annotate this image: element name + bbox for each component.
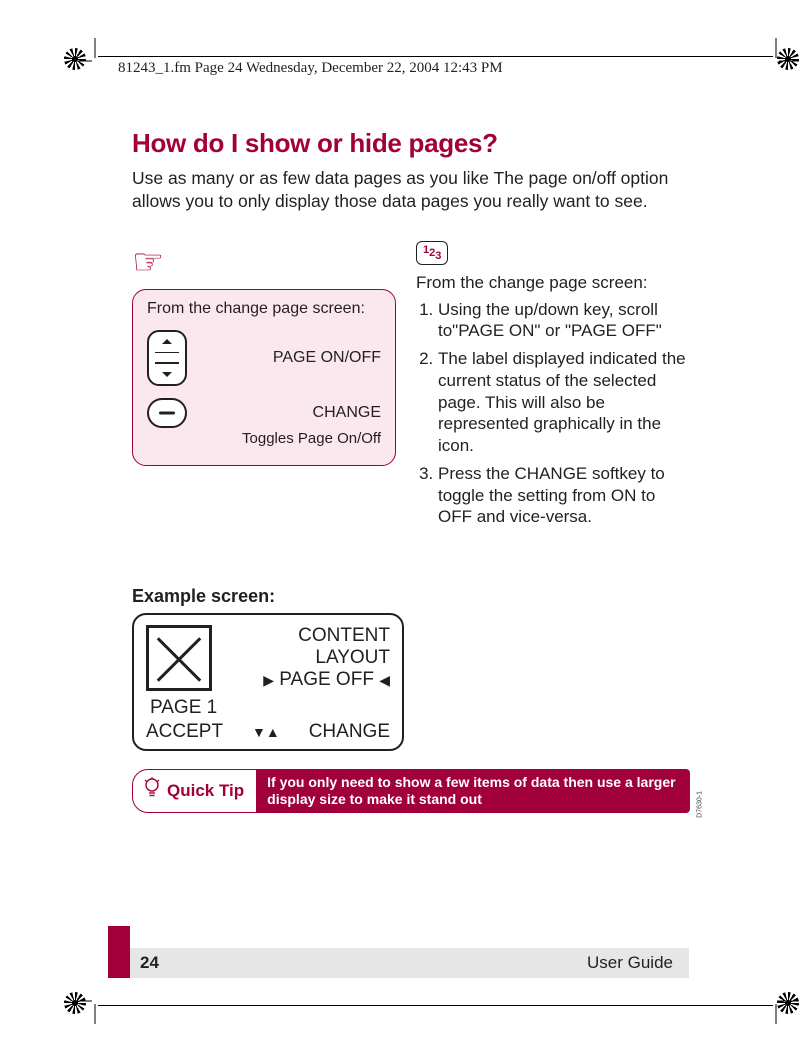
pointing-hand-icon: ☞ [132,241,396,283]
page-off-x-icon [146,625,212,691]
screen-line-layout: LAYOUT [212,647,390,669]
page-title: How do I show or hide pages? [132,128,690,159]
numbered-steps-icon: 123 [416,241,448,265]
softkey-change-label: CHANGE [309,721,390,743]
steps-lead: From the change page screen: [416,273,690,293]
triangle-right-icon: ▶ [263,672,274,688]
example-device-screen: CONTENT LAYOUT ▶ PAGE OFF ◀ PAGE 1 ACCEP… [132,613,404,751]
panel-header: From the change page screen: [147,300,381,318]
panel-row2-label: CHANGE [313,404,381,422]
page-footer: 24 User Guide [108,926,689,978]
header-rule [98,56,773,57]
footer-rule [98,1005,773,1006]
quick-tip-label: Quick Tip [167,781,244,801]
page-number: 24 [140,953,159,973]
footer-accent-bar [108,926,130,978]
up-down-key-icon [147,330,187,386]
screen-line-content: CONTENT [212,625,390,647]
steps-list: Using the up/down key, scroll to"PAGE ON… [416,299,690,529]
crop-mark-icon [769,994,799,1024]
example-heading: Example screen: [132,586,690,607]
up-down-triangles-icon: ▼▲ [252,721,280,743]
step-item: Using the up/down key, scroll to"PAGE ON… [438,299,690,343]
key-reference-panel: From the change page screen: PAGE ON/OFF… [132,289,396,466]
lightbulb-icon [143,777,161,805]
quick-tip-text: If you only need to show a few items of … [257,769,690,813]
panel-row1-label: PAGE ON/OFF [273,349,381,367]
quick-tip-callout: Quick Tip If you only need to show a few… [132,769,690,813]
crop-mark-icon [72,38,102,68]
step-item: The label displayed indicated the curren… [438,348,690,457]
intro-paragraph: Use as many or as few data pages as you … [132,167,690,213]
softkey-icon [147,398,187,428]
quick-tip-code: D7630-1 [697,791,704,818]
page-body: How do I show or hide pages? Use as many… [132,128,690,813]
crop-mark-icon [72,994,102,1024]
triangle-left-icon: ◀ [379,672,390,688]
screen-page-label: PAGE 1 [150,697,390,719]
crop-mark-icon [769,38,799,68]
panel-row2-sublabel: Toggles Page On/Off [147,430,381,447]
softkey-accept-label: ACCEPT [146,721,223,743]
screen-line-pageoff: ▶ PAGE OFF ◀ [212,669,390,691]
step-item: Press the CHANGE softkey to toggle the s… [438,463,690,528]
print-header-text: 81243_1.fm Page 24 Wednesday, December 2… [118,60,503,77]
book-title: User Guide [587,953,673,973]
page-off-label: PAGE OFF [279,669,374,690]
